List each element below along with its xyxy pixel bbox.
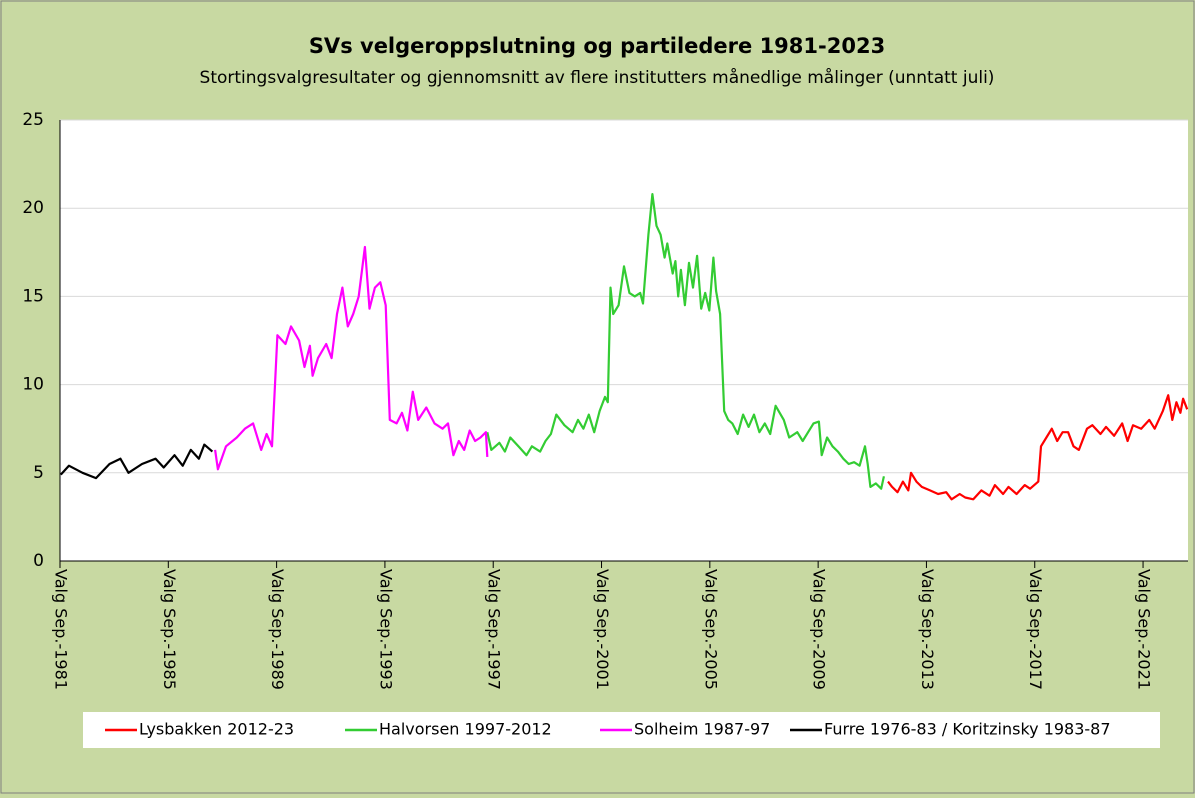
- plot-area: [60, 120, 1188, 561]
- y-tick-label: 20: [22, 198, 44, 218]
- legend-label: Solheim 1987-97: [634, 720, 770, 739]
- x-tick-label: Valg Sep.-2013: [918, 569, 937, 690]
- x-tick-label: Valg Sep.-2001: [593, 569, 612, 690]
- x-tick-label: Valg Sep.-1989: [268, 569, 287, 690]
- chart-title: SVs velgeroppslutning og partiledere 198…: [309, 34, 885, 58]
- y-tick-label: 5: [33, 463, 44, 483]
- x-tick-label: Valg Sep.-2017: [1026, 569, 1045, 690]
- x-tick-label: Valg Sep.-1993: [376, 569, 395, 690]
- series-line: [486, 193, 885, 490]
- chart-subtitle: Stortingsvalgresultater og gjennomsnitt …: [200, 67, 995, 88]
- legend-label: Furre 1976-83 / Koritzinsky 1983-87: [824, 720, 1111, 739]
- legend-label: Halvorsen 1997-2012: [379, 720, 552, 739]
- x-tick-label: Valg Sep.-1981: [52, 569, 71, 690]
- y-tick-label: 10: [22, 375, 44, 395]
- y-tick-label: 0: [33, 551, 44, 571]
- x-tick-label: Valg Sep.-2009: [810, 569, 829, 690]
- series-line: [887, 394, 1189, 501]
- y-tick-label: 15: [22, 286, 44, 306]
- x-tick-label: Valg Sep.-2021: [1135, 569, 1154, 690]
- y-tick-label: 25: [22, 110, 44, 130]
- series-line: [59, 443, 214, 480]
- legend-label: Lysbakken 2012-23: [139, 720, 294, 739]
- x-tick-label: Valg Sep.-1985: [160, 569, 179, 690]
- x-tick-label: Valg Sep.-2005: [701, 569, 720, 690]
- series-line: [214, 245, 489, 471]
- x-tick-label: Valg Sep.-1997: [485, 569, 504, 690]
